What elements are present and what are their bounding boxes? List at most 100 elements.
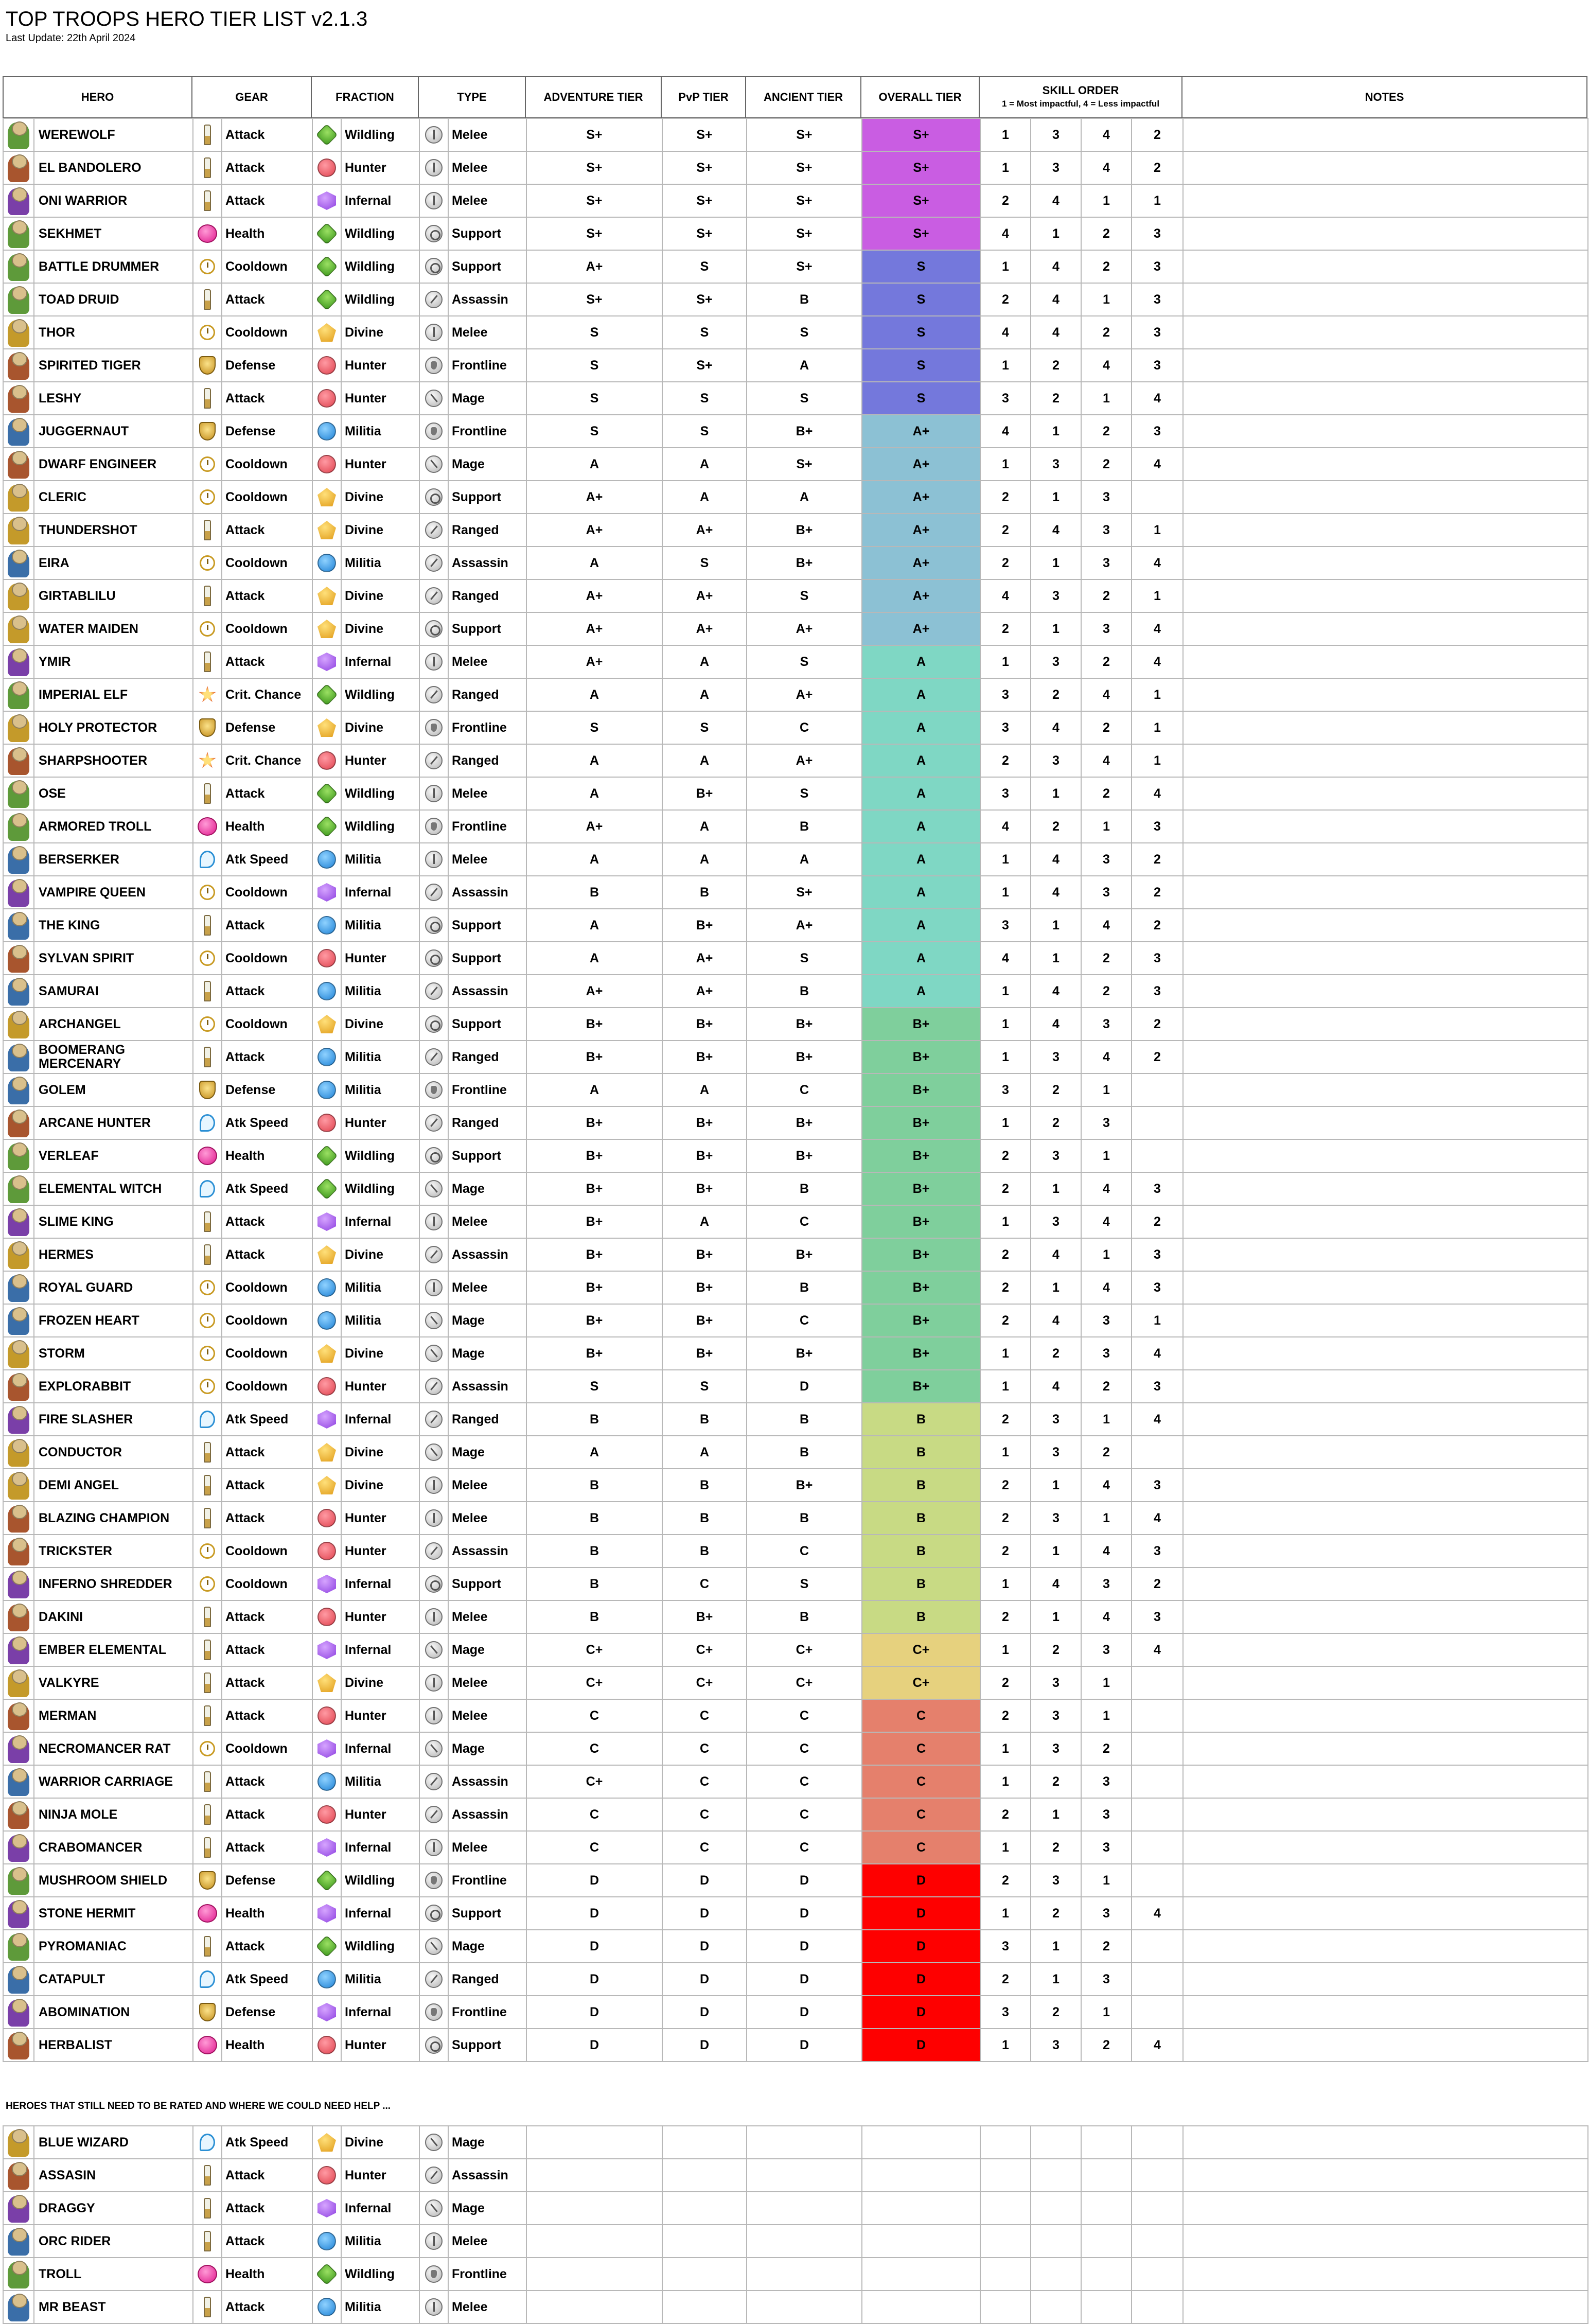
hero-name: CATAPULT (33, 1962, 193, 1996)
overall-tier: A+ (861, 513, 981, 547)
fraction-icon-cell (312, 381, 342, 415)
type-icon-cell (419, 1863, 449, 1897)
skill-order-2: 4 (1030, 1567, 1082, 1601)
fraction-icon-cell (312, 2290, 342, 2324)
skill-order-column-header: SKILL ORDER 1 = Most impactful, 4 = Less … (979, 76, 1182, 118)
skill-order-2: 3 (1030, 1501, 1082, 1535)
attack-speed-icon (200, 1180, 215, 1198)
infernal-skull-icon (317, 1575, 336, 1593)
skill-order-4 (1131, 480, 1184, 514)
pvp-tier: B+ (662, 1007, 747, 1041)
hero-row: YMIR Attack Infernal Melee A+ A S A 1 3 2 4 (3, 645, 1588, 679)
gear-value: Health (221, 2257, 313, 2291)
gear-icon-cell (192, 2224, 222, 2258)
hero-row: NECROMANCER RAT Cooldown Infernal Mage C C C C 1… (3, 1732, 1588, 1766)
notes-cell (1182, 1238, 1588, 1272)
fraction-value: Hunter (341, 2158, 420, 2192)
skill-order-2: 2 (1030, 809, 1082, 843)
type-value: Frontline (448, 1995, 527, 2029)
ancient-tier: S+ (746, 118, 862, 152)
militia-icon (317, 422, 336, 441)
type-icon-cell (419, 1567, 449, 1601)
hero-row: PYROMANIAC Attack Wildling Mage D D D D 3 1 2 (3, 1929, 1588, 1963)
gear-value: Attack (221, 1501, 313, 1535)
hero-portrait (4, 1700, 33, 1731)
adventure-tier: S+ (526, 217, 663, 251)
skill-order-1: 2 (980, 1238, 1031, 1272)
hero-portrait-cell (3, 2028, 34, 2062)
type-icon-cell (419, 1929, 449, 1963)
fraction-value: Wildling (341, 1139, 420, 1173)
skill-order-4: 2 (1131, 1007, 1184, 1041)
gear-value: Attack (221, 1238, 313, 1272)
ancient-tier: B+ (746, 1007, 862, 1041)
type-value: Support (448, 2028, 527, 2062)
gear-value: Attack (221, 908, 313, 942)
assassin-dagger-icon (425, 291, 443, 308)
gear-icon-cell (192, 1172, 222, 1206)
adventure-tier: B+ (526, 1139, 663, 1173)
melee-sword-icon (425, 1674, 443, 1692)
hero-portrait (4, 1272, 33, 1303)
overall-tier: B+ (861, 1073, 981, 1107)
hero-row: HOLY PROTECTOR Defense Divine Frontline S S C A… (3, 711, 1588, 745)
skill-order-4: 1 (1131, 579, 1184, 613)
melee-sword-icon (425, 1839, 443, 1856)
hero-portrait-head (12, 583, 27, 597)
type-icon-cell (419, 875, 449, 909)
skill-order-4: 4 (1131, 447, 1184, 481)
hero-portrait-head (12, 550, 27, 564)
skill-order-2: 2 (1030, 1106, 1082, 1140)
hero-portrait (4, 449, 33, 480)
fraction-icon-cell (312, 1238, 342, 1272)
overall-tier (861, 2257, 981, 2291)
hero-portrait (4, 1206, 33, 1237)
shield-icon (199, 1871, 216, 1890)
sword-icon (204, 1804, 211, 1825)
gear-value: Atk Speed (221, 1962, 313, 1996)
gear-icon-cell (192, 1304, 222, 1337)
fraction-value: Wildling (341, 118, 420, 152)
gear-icon-cell (192, 1995, 222, 2029)
overall-tier: S (861, 315, 981, 349)
hero-name: ELEMENTAL WITCH (33, 1172, 193, 1206)
fraction-value: Divine (341, 579, 420, 613)
overall-tier: B+ (861, 1304, 981, 1337)
fraction-value: Wildling (341, 217, 420, 251)
hero-portrait-cell (3, 315, 34, 349)
overall-tier: D (861, 1962, 981, 1996)
skill-order-1: 4 (980, 414, 1031, 448)
page-title: TOP TROOPS HERO TIER LIST v2.1.3 (6, 8, 368, 30)
type-value: Melee (448, 1468, 527, 1502)
adventure-tier: B (526, 1501, 663, 1535)
fraction-icon-cell (312, 1995, 342, 2029)
hero-row: EL BANDOLERO Attack Hunter Melee S+ S+ S+ S+ 1 3 4… (3, 151, 1588, 185)
hero-portrait-head (12, 1505, 27, 1519)
skill-order-1: 1 (980, 1106, 1031, 1140)
fraction-value: Militia (341, 414, 420, 448)
fraction-value: Militia (341, 1271, 420, 1305)
hero-row: VERLEAF Health Wildling Support B+ B+ B+ B+ 2 3 1 (3, 1139, 1588, 1173)
fraction-value: Divine (341, 480, 420, 514)
crit-star-icon (199, 686, 216, 702)
overall-tier: A (861, 678, 981, 712)
notes-cell (1182, 1369, 1588, 1403)
hero-portrait (4, 712, 33, 743)
skill-order-1: 2 (980, 1699, 1031, 1733)
hero-portrait (4, 844, 33, 875)
type-value: Mage (448, 1633, 527, 1667)
hero-portrait-head (12, 1834, 27, 1848)
fraction-icon-cell (312, 1205, 342, 1239)
type-icon-cell (419, 2290, 449, 2324)
militia-icon (317, 2232, 336, 2250)
type-value: Melee (448, 1666, 527, 1700)
infernal-skull-icon (317, 883, 336, 902)
type-value: Melee (448, 1271, 527, 1305)
pvp-tier: S+ (662, 283, 747, 316)
skill-order-3 (1081, 2257, 1132, 2291)
adventure-tier (526, 2191, 663, 2225)
notes-cell (1182, 151, 1588, 185)
pvp-tier (662, 2290, 747, 2324)
gear-icon-cell (192, 447, 222, 481)
ancient-tier: B+ (746, 1040, 862, 1074)
